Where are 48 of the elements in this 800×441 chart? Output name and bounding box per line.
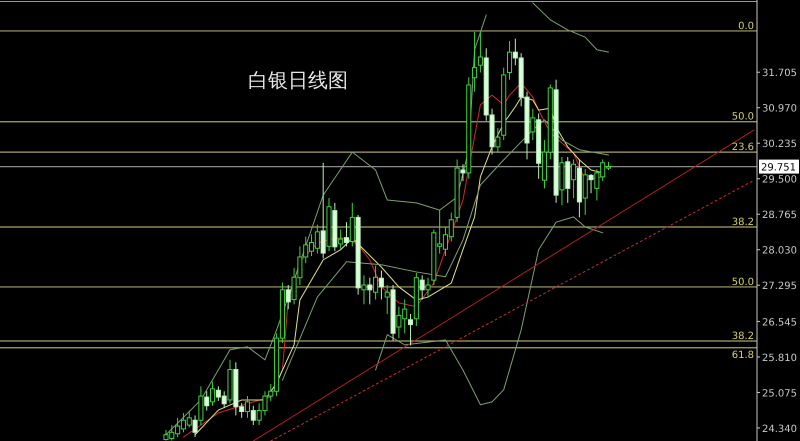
- candlestick: [571, 158, 576, 199]
- candlestick: [373, 265, 378, 300]
- candlestick: [472, 31, 478, 92]
- annotation: 38.2: [732, 331, 754, 342]
- y-tick-label: 30.235: [762, 139, 797, 150]
- y-tick-label: 26.545: [762, 317, 797, 328]
- candlestick: [588, 173, 594, 194]
- y-tick-label: 25.810: [762, 352, 797, 364]
- candlestick: [192, 414, 198, 438]
- candlestick: [210, 381, 216, 406]
- y-tick-label: 25.075: [762, 388, 797, 400]
- line-series: [375, 216, 604, 406]
- candlestick: [425, 277, 431, 298]
- candlestick: [478, 31, 483, 73]
- y-tick-label: 29.500: [762, 174, 797, 186]
- candlestick: [530, 108, 536, 141]
- ref-line-label: 29.751: [761, 162, 796, 174]
- candlestick: [378, 270, 384, 300]
- y-tick-label: 28.765: [762, 210, 797, 222]
- candlestick: [420, 274, 425, 300]
- candlestick: [384, 284, 390, 314]
- y-tick-label: 31.705: [762, 68, 797, 80]
- candlestick: [367, 277, 372, 305]
- annotation: 50.0: [732, 112, 754, 123]
- y-tick-label: 28.030: [762, 246, 797, 257]
- annotation: 0.0: [738, 20, 754, 32]
- y-tick-label: 30.970: [762, 104, 797, 115]
- y-tick-label: 27.295: [762, 281, 797, 292]
- candlestick: [244, 396, 250, 418]
- annotation: 50.0: [732, 276, 754, 288]
- candlestick: [344, 222, 350, 247]
- annotation: 23.6: [732, 142, 754, 154]
- annotation: 61.8: [732, 350, 754, 361]
- candlestick: [338, 228, 344, 250]
- candlestick: [320, 162, 326, 259]
- y-tick-label: 24.340: [762, 424, 797, 435]
- candlestick: [361, 274, 366, 305]
- candlestick: [408, 313, 414, 346]
- line-series: [532, 2, 610, 53]
- candlestick: [506, 40, 512, 80]
- text: 白银日线图: [248, 68, 348, 92]
- candlestick: [250, 405, 256, 426]
- candlestick: [204, 390, 210, 412]
- annotation: 38.2: [732, 217, 754, 228]
- candlestick: [460, 164, 466, 182]
- candlestick: [286, 284, 291, 310]
- candlestick: [495, 128, 500, 153]
- candlestick: [582, 168, 588, 216]
